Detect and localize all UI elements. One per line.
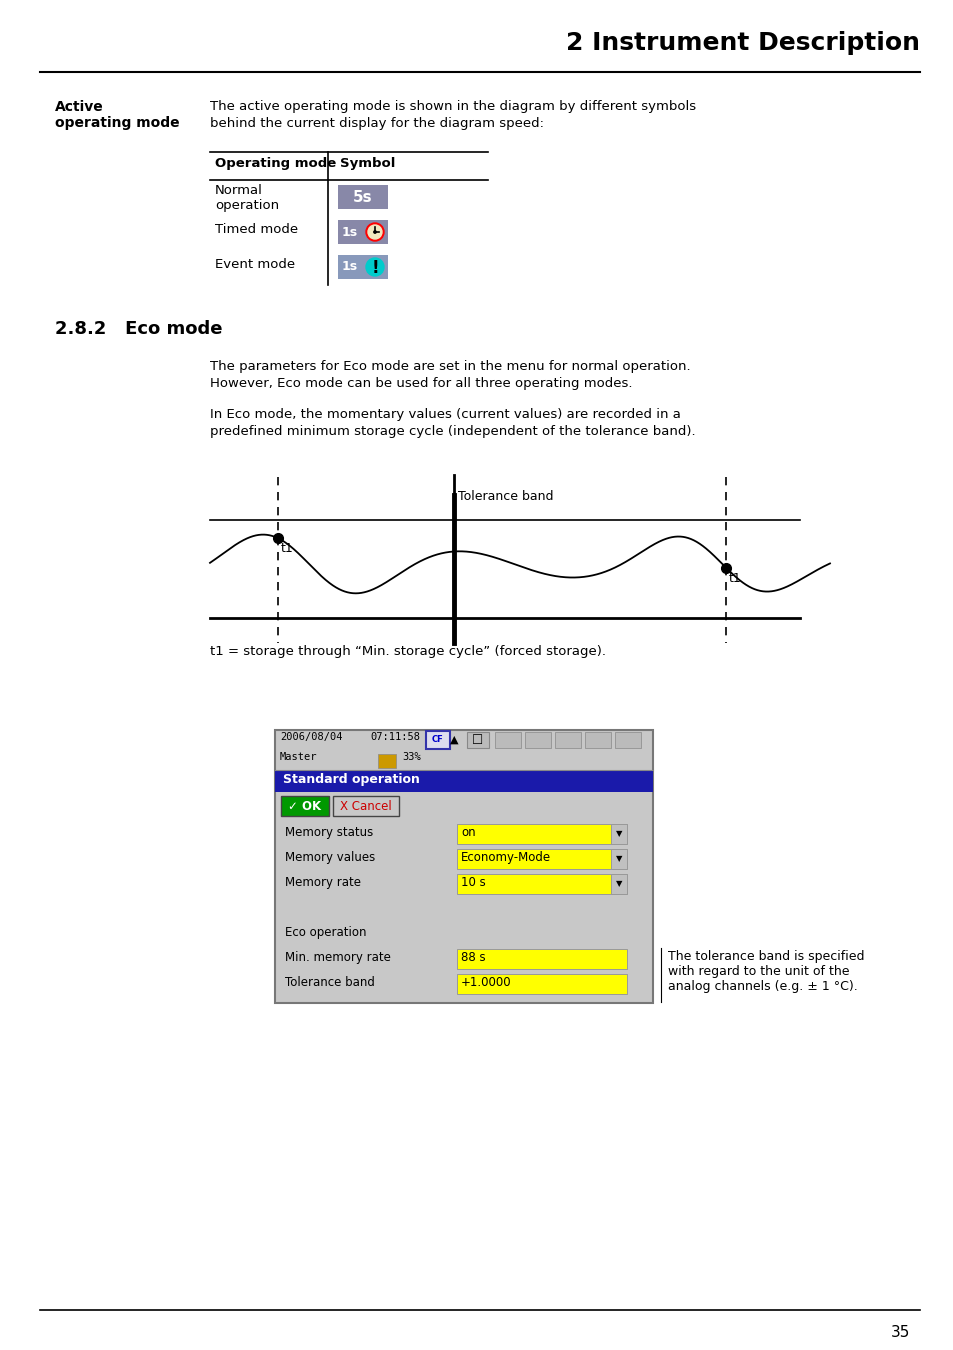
Text: operation: operation <box>214 198 279 212</box>
Text: 07:11:58: 07:11:58 <box>370 732 419 742</box>
FancyBboxPatch shape <box>337 220 388 244</box>
Text: ☐: ☐ <box>472 733 483 747</box>
FancyBboxPatch shape <box>274 730 652 1003</box>
Text: Memory status: Memory status <box>285 826 373 838</box>
Text: ▲: ▲ <box>449 734 457 745</box>
Text: Timed mode: Timed mode <box>214 223 297 236</box>
FancyBboxPatch shape <box>610 824 626 844</box>
Text: +1.0000: +1.0000 <box>460 976 511 990</box>
FancyBboxPatch shape <box>377 755 395 768</box>
Text: 5s: 5s <box>353 189 373 204</box>
Text: X Cancel: X Cancel <box>340 799 392 813</box>
FancyBboxPatch shape <box>274 769 652 792</box>
Text: ▼: ▼ <box>615 879 621 888</box>
Text: 10 s: 10 s <box>460 876 485 890</box>
Text: Standard operation: Standard operation <box>283 774 419 786</box>
Text: Min. memory rate: Min. memory rate <box>285 950 391 964</box>
Text: operating mode: operating mode <box>55 116 179 130</box>
FancyBboxPatch shape <box>333 796 398 815</box>
Text: The tolerance band is specified
with regard to the unit of the
analog channels (: The tolerance band is specified with reg… <box>667 950 863 994</box>
Circle shape <box>374 231 375 234</box>
FancyBboxPatch shape <box>456 849 626 869</box>
Text: Eco operation: Eco operation <box>285 926 366 940</box>
Text: 2006/08/04: 2006/08/04 <box>280 732 342 742</box>
FancyBboxPatch shape <box>456 824 626 844</box>
Text: ▼: ▼ <box>615 855 621 864</box>
FancyBboxPatch shape <box>456 873 626 894</box>
FancyBboxPatch shape <box>615 732 640 748</box>
Text: t1: t1 <box>728 571 741 585</box>
Text: 88 s: 88 s <box>460 950 485 964</box>
FancyBboxPatch shape <box>610 849 626 869</box>
Text: Symbol: Symbol <box>339 157 395 170</box>
Text: CF: CF <box>432 736 443 744</box>
FancyBboxPatch shape <box>584 732 610 748</box>
Text: Operating mode: Operating mode <box>214 157 335 170</box>
Text: Active: Active <box>55 100 104 113</box>
FancyBboxPatch shape <box>524 732 551 748</box>
Text: t1: t1 <box>281 543 294 555</box>
Text: !: ! <box>371 259 378 277</box>
FancyBboxPatch shape <box>281 796 329 815</box>
FancyBboxPatch shape <box>610 873 626 894</box>
Text: Memory values: Memory values <box>285 850 375 864</box>
Text: Economy-Mode: Economy-Mode <box>460 850 551 864</box>
FancyBboxPatch shape <box>555 732 580 748</box>
Text: Master: Master <box>280 752 317 761</box>
Text: 1s: 1s <box>341 261 357 274</box>
FancyBboxPatch shape <box>456 973 626 994</box>
Text: 35: 35 <box>890 1324 909 1341</box>
Text: Memory rate: Memory rate <box>285 876 360 890</box>
Text: In Eco mode, the momentary values (current values) are recorded in a
predefined : In Eco mode, the momentary values (curre… <box>210 408 695 437</box>
Text: 1s: 1s <box>341 225 357 239</box>
Text: on: on <box>460 826 476 838</box>
Text: ✓ OK: ✓ OK <box>288 799 321 813</box>
Circle shape <box>366 258 384 275</box>
Text: 2 Instrument Description: 2 Instrument Description <box>565 31 919 55</box>
Circle shape <box>366 223 384 242</box>
Text: The active operating mode is shown in the diagram by different symbols
behind th: The active operating mode is shown in th… <box>210 100 696 130</box>
Text: The parameters for Eco mode are set in the menu for normal operation.
However, E: The parameters for Eco mode are set in t… <box>210 360 690 390</box>
FancyBboxPatch shape <box>495 732 520 748</box>
Text: ▼: ▼ <box>615 829 621 838</box>
FancyBboxPatch shape <box>426 730 450 749</box>
Text: Tolerance band: Tolerance band <box>285 976 375 990</box>
FancyBboxPatch shape <box>467 732 489 748</box>
Text: Event mode: Event mode <box>214 258 294 271</box>
FancyBboxPatch shape <box>337 185 388 209</box>
FancyBboxPatch shape <box>456 949 626 969</box>
Text: Tolerance band: Tolerance band <box>457 490 553 504</box>
Text: t1 = storage through “Min. storage cycle” (forced storage).: t1 = storage through “Min. storage cycle… <box>210 645 605 657</box>
Text: 2.8.2   Eco mode: 2.8.2 Eco mode <box>55 320 222 338</box>
Text: Normal: Normal <box>214 184 263 197</box>
FancyBboxPatch shape <box>337 255 388 279</box>
Text: 33%: 33% <box>401 752 420 761</box>
Circle shape <box>368 225 381 239</box>
